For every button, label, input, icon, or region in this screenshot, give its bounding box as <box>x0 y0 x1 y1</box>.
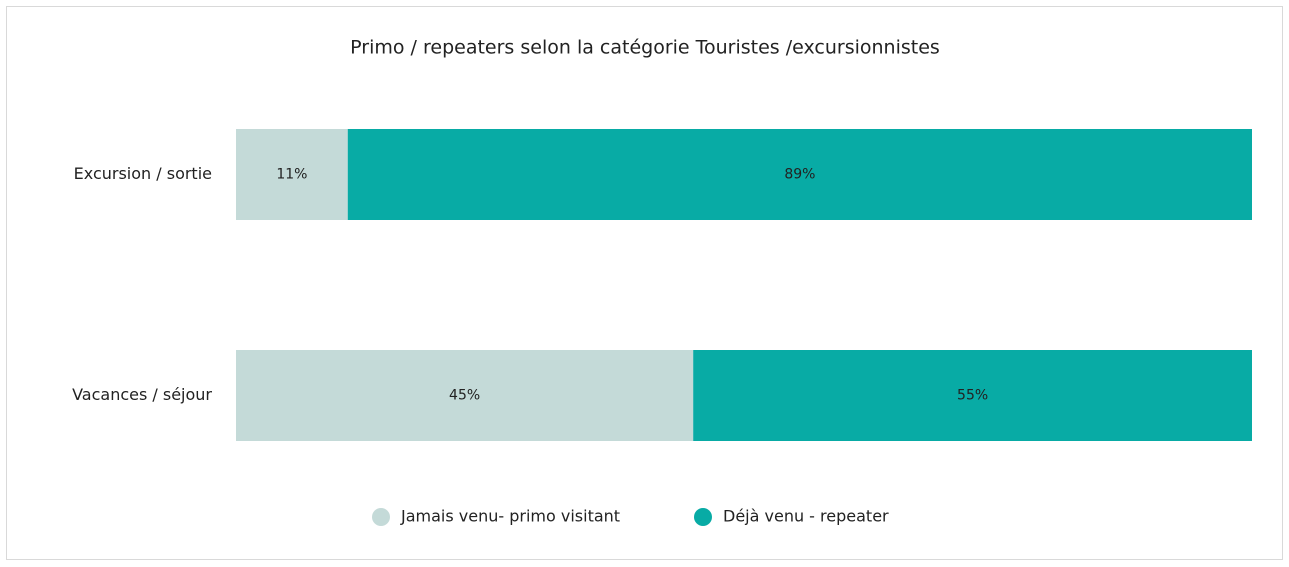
legend-label: Déjà venu - repeater <box>723 507 889 526</box>
data-label: 55% <box>957 388 988 404</box>
bar-segment <box>693 350 1252 441</box>
legend-swatch <box>694 508 712 526</box>
data-label: 45% <box>449 388 480 404</box>
data-label: 11% <box>276 167 307 183</box>
bar-segment <box>236 129 348 220</box>
legend-swatch <box>372 508 390 526</box>
y-tick-label: Excursion / sortie <box>74 164 212 183</box>
chart-title: Primo / repeaters selon la catégorie Tou… <box>350 37 940 59</box>
chart-frame <box>6 6 1283 560</box>
data-label: 89% <box>784 167 815 183</box>
bar-segment <box>236 350 694 441</box>
bar-segment <box>347 129 1252 220</box>
y-tick-label: Vacances / séjour <box>72 385 212 404</box>
legend-label: Jamais venu- primo visitant <box>400 507 620 526</box>
